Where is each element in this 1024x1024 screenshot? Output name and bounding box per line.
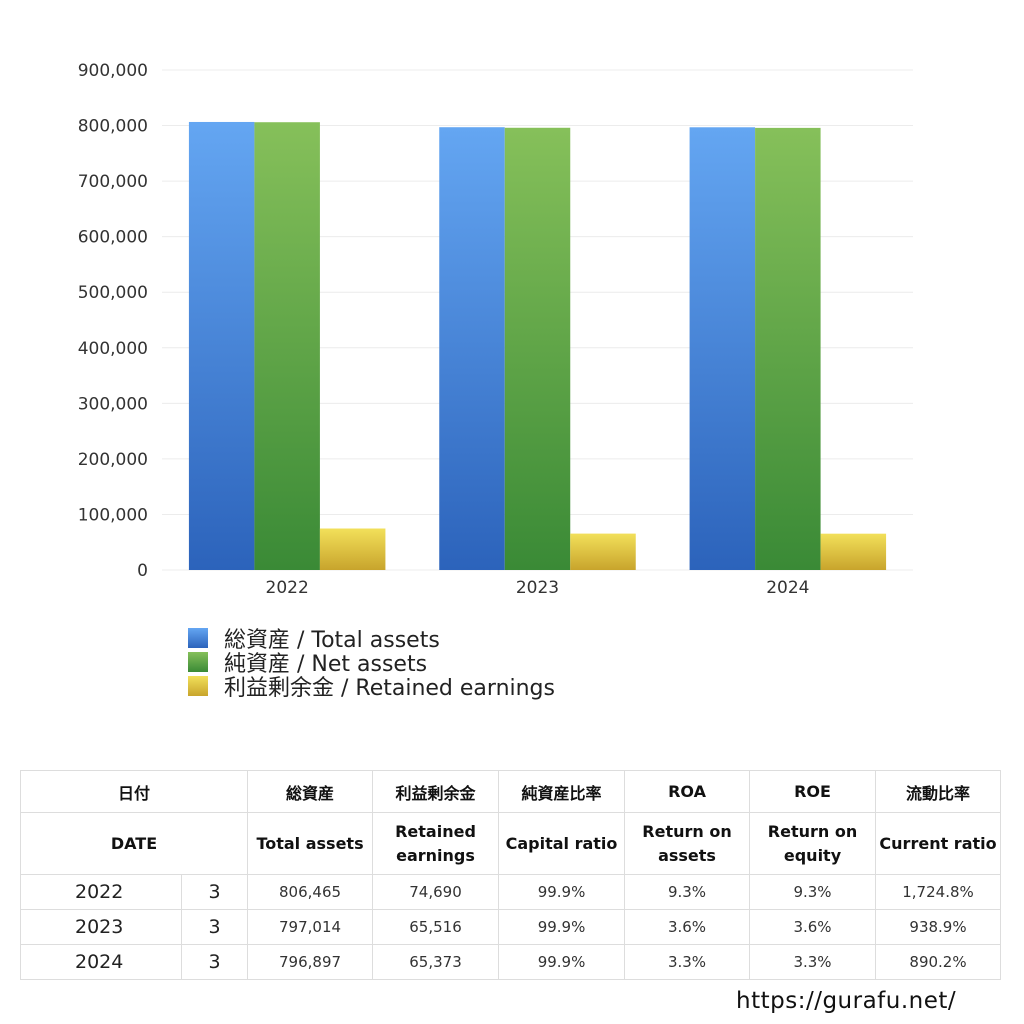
cell-roa: 3.6% (624, 909, 751, 945)
y-tick-label: 0 (137, 561, 148, 581)
legend-label: 純資産 / Net assets (224, 652, 428, 677)
y-tick-label: 700,000 (78, 172, 148, 192)
bar-net-assets (254, 122, 320, 570)
cell-current-ratio: 890.2% (875, 944, 1002, 980)
x-tick-label: 2024 (766, 578, 809, 598)
row-month: 3 (180, 944, 249, 980)
y-tick-label: 500,000 (78, 283, 148, 303)
cell-current-ratio: 938.9% (875, 909, 1002, 945)
cell-total-assets: 806,465 (247, 874, 374, 910)
header-roe-en: Return on equity (749, 812, 877, 875)
row-year: 2023 (20, 909, 182, 945)
header-roa-en: Return on assets (624, 812, 751, 875)
table-row: 2023 3 797,014 65,516 99.9% 3.6% 3.6% 93… (20, 909, 1002, 945)
cell-retained-earnings: 65,373 (372, 944, 500, 980)
axis-labels: 0 100,000 200,000 300,000 400,000 500,000 600,… (78, 61, 810, 598)
table-header-en: DATE Total assets Retained earnings Capi… (19, 812, 1002, 875)
source-url[interactable]: https://gurafu.net/ (736, 988, 957, 1014)
cell-retained-earnings: 65,516 (372, 909, 500, 945)
row-year: 2024 (20, 944, 182, 980)
header-capital-ratio-jp: 純資産比率 (498, 770, 626, 813)
cell-roe: 9.3% (749, 874, 877, 910)
bar-chart: 0 100,000 200,000 300,000 400,000 500,000 600,… (78, 61, 913, 598)
y-tick-label: 600,000 (78, 228, 148, 248)
y-tick-label: 200,000 (78, 450, 148, 470)
bars (188, 121, 887, 571)
cell-capital-ratio: 99.9% (498, 874, 626, 910)
financial-table: 日付 総資産 利益剰余金 純資産比率 ROA ROE 流動比率 DATE Tot… (19, 770, 1002, 980)
header-retained-earnings-en: Retained earnings (372, 812, 500, 875)
y-tick-label: 300,000 (78, 394, 148, 414)
table-header-jp: 日付 総資産 利益剰余金 純資産比率 ROA ROE 流動比率 (19, 770, 1002, 813)
cell-current-ratio: 1,724.8% (875, 874, 1002, 910)
table-row: 2022 3 806,465 74,690 99.9% 9.3% 9.3% 1,… (20, 874, 1002, 910)
bar-total-assets (439, 127, 505, 570)
legend-item-retained-earnings: 利益剰余金 / Retained earnings (188, 674, 555, 701)
legend-label: 利益剰余金 / Retained earnings (224, 676, 555, 701)
cell-capital-ratio: 99.9% (498, 909, 626, 945)
row-month: 3 (180, 874, 249, 910)
table-row: 2024 3 796,897 65,373 99.9% 3.3% 3.3% 89… (20, 944, 1002, 980)
cell-roe: 3.3% (749, 944, 877, 980)
header-capital-ratio-en: Capital ratio (498, 812, 626, 875)
cell-roa: 3.3% (624, 944, 751, 980)
cell-capital-ratio: 99.9% (498, 944, 626, 980)
y-tick-label: 400,000 (78, 339, 148, 359)
header-retained-earnings-jp: 利益剰余金 (372, 770, 500, 813)
bar-retained-earnings (820, 533, 887, 570)
legend-swatch-net-assets (188, 652, 208, 672)
bar-total-assets (188, 121, 255, 570)
legend-swatch-total-assets (188, 628, 208, 648)
x-tick-label: 2023 (516, 578, 559, 598)
header-date-en: DATE (19, 812, 249, 875)
legend-item-total-assets: 総資産 / Total assets (188, 626, 555, 653)
legend: 総資産 / Total assets 純資産 / Net assets 利益剰余… (188, 626, 555, 701)
y-tick-label: 100,000 (78, 505, 148, 525)
header-roe-jp: ROE (749, 770, 877, 813)
cell-total-assets: 796,897 (247, 944, 374, 980)
legend-label: 総資産 / Total assets (224, 628, 440, 653)
bar-retained-earnings (570, 533, 636, 570)
header-date-jp: 日付 (19, 770, 249, 813)
y-tick-label: 800,000 (78, 117, 148, 137)
cell-roa: 9.3% (624, 874, 751, 910)
cell-total-assets: 797,014 (247, 909, 374, 945)
bar-total-assets (689, 127, 756, 570)
bar-net-assets (755, 127, 821, 570)
cell-roe: 3.6% (749, 909, 877, 945)
y-tick-label: 900,000 (78, 61, 148, 81)
row-month: 3 (180, 909, 249, 945)
cell-retained-earnings: 74,690 (372, 874, 500, 910)
legend-swatch-retained-earnings (188, 676, 208, 696)
header-total-assets-jp: 総資産 (247, 770, 374, 813)
legend-item-net-assets: 純資産 / Net assets (188, 650, 555, 677)
bar-retained-earnings (319, 528, 386, 570)
header-current-ratio-en: Current ratio (875, 812, 1002, 875)
header-current-ratio-jp: 流動比率 (875, 770, 1002, 813)
header-total-assets-en: Total assets (247, 812, 374, 875)
row-year: 2022 (20, 874, 182, 910)
bar-net-assets (504, 127, 571, 571)
x-tick-label: 2022 (266, 578, 309, 598)
header-roa-jp: ROA (624, 770, 751, 813)
